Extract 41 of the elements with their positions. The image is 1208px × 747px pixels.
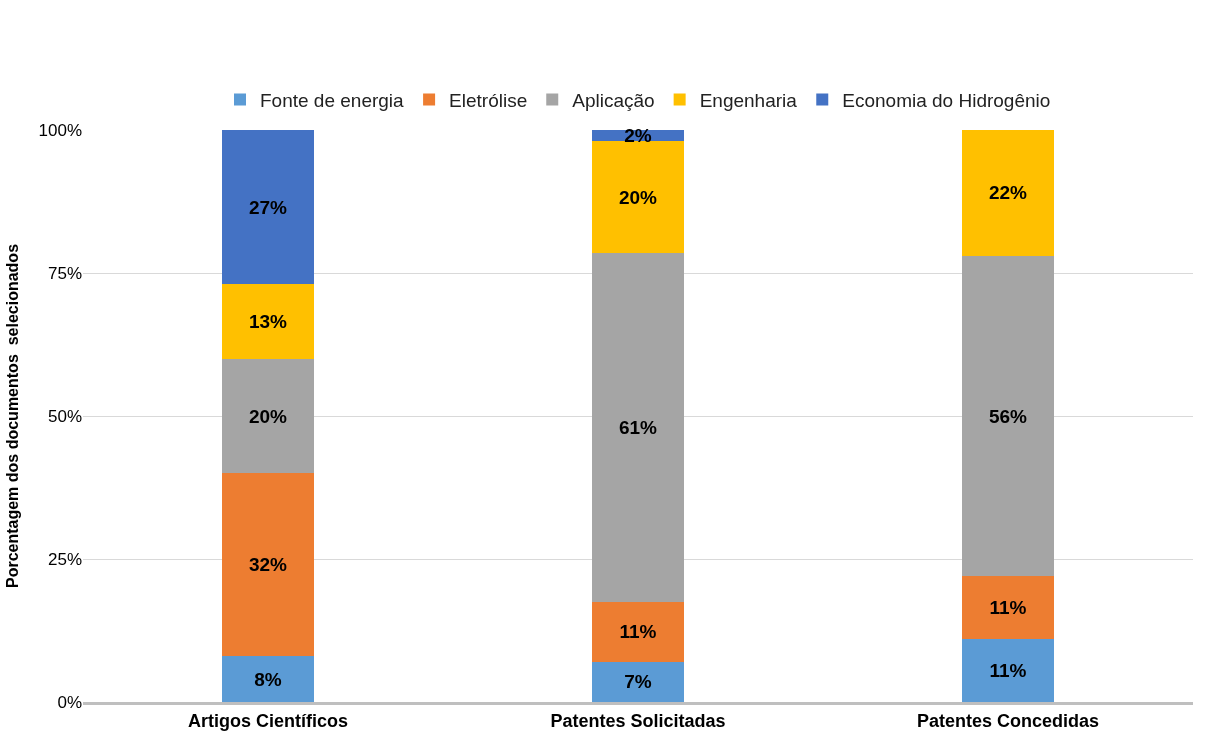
data-label: 20% — [618, 186, 658, 208]
data-label: 7% — [624, 671, 652, 693]
data-label: 13% — [248, 311, 288, 333]
bar — [221, 284, 315, 359]
y-tick-label: 100% — [38, 120, 82, 140]
data-label: 11% — [989, 660, 1027, 682]
bar — [591, 601, 685, 662]
x-tick-label: Patentes Solicitadas — [550, 710, 726, 731]
bar — [221, 473, 315, 657]
data-label: 2% — [624, 125, 652, 147]
bar — [961, 255, 1055, 577]
x-tick-label: Artigos Científicos — [187, 710, 349, 731]
legend-label: Eletrólise — [449, 89, 528, 111]
bar — [221, 130, 315, 285]
legend-label: Economia do Hidrogênio — [842, 89, 1051, 111]
data-label: 11% — [619, 621, 657, 643]
x-tick-label: Patentes Concedidas — [916, 710, 1100, 731]
bar — [961, 639, 1055, 702]
legend-label: Aplicação — [572, 89, 655, 111]
bar — [591, 661, 685, 702]
data-label: 11% — [989, 597, 1027, 619]
legend-label: Fonte de energia — [260, 89, 405, 111]
y-axis-title: Porcentagem dos documentos selecionados — [4, 243, 22, 589]
y-tick-label: 0% — [57, 692, 82, 712]
bar — [961, 576, 1055, 640]
data-label: 56% — [988, 405, 1028, 427]
legend-label: Engenharia — [699, 89, 798, 111]
data-label: 61% — [618, 416, 658, 438]
bar — [591, 252, 685, 602]
bar — [961, 130, 1055, 256]
y-tick-label: 50% — [47, 406, 82, 426]
bar — [221, 656, 315, 702]
y-tick-label: 25% — [47, 549, 82, 569]
data-label: 22% — [988, 182, 1028, 204]
data-label: 8% — [254, 668, 282, 690]
data-label: 20% — [248, 405, 288, 427]
data-label: 27% — [248, 196, 288, 218]
y-tick-label: 75% — [47, 263, 82, 283]
data-label: 32% — [248, 554, 288, 576]
bar — [591, 141, 685, 253]
bar — [221, 358, 315, 474]
